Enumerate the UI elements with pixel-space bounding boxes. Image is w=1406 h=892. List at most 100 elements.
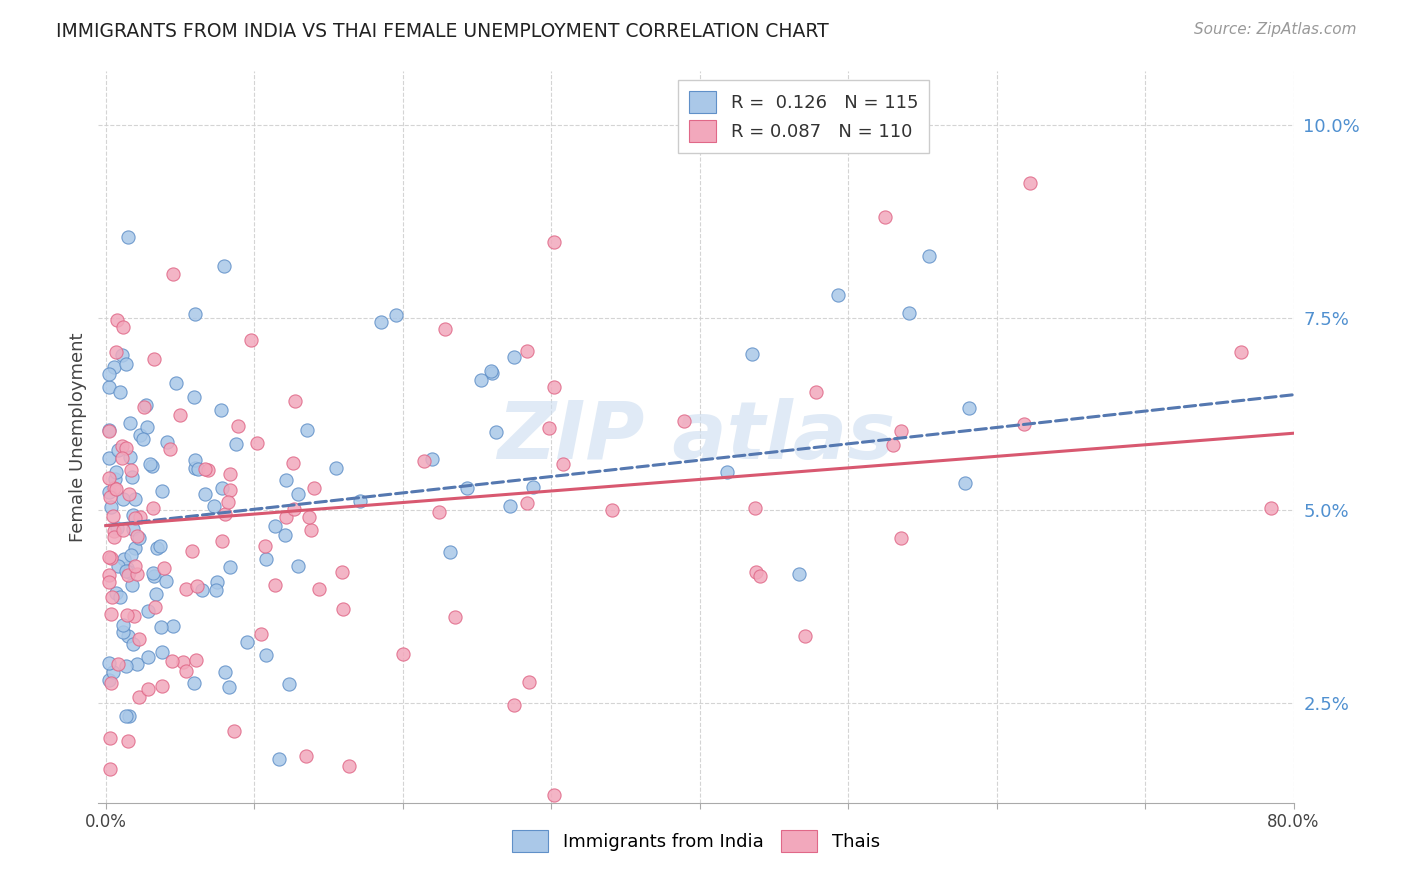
Point	[105, 313, 128, 327]
Point	[191, 583, 214, 598]
Point	[97, 568, 120, 582]
Point	[128, 690, 150, 704]
Point	[890, 531, 912, 545]
Point	[183, 675, 205, 690]
Point	[186, 653, 208, 667]
Point	[391, 647, 413, 661]
Point	[132, 432, 155, 446]
Point	[898, 306, 921, 320]
Point	[433, 321, 456, 335]
Point	[479, 364, 502, 378]
Point	[162, 654, 184, 668]
Point	[214, 507, 236, 521]
Point	[135, 420, 157, 434]
Point	[129, 427, 152, 442]
Point	[122, 608, 145, 623]
Point	[502, 698, 524, 712]
Point	[105, 345, 128, 359]
Y-axis label: Female Unemployment: Female Unemployment	[69, 333, 87, 541]
Point	[174, 664, 197, 678]
Point	[141, 458, 163, 473]
Point	[132, 400, 155, 414]
Point	[98, 731, 121, 746]
Point	[274, 510, 297, 524]
Point	[211, 534, 233, 549]
Point	[882, 438, 904, 452]
Point	[287, 559, 309, 574]
Point	[117, 560, 139, 574]
Point	[107, 442, 129, 457]
Point	[516, 343, 538, 358]
Point	[202, 499, 225, 513]
Point	[146, 541, 169, 556]
Point	[875, 211, 897, 225]
Point	[117, 628, 139, 642]
Point	[97, 471, 120, 485]
Point	[953, 475, 976, 490]
Point	[142, 500, 165, 515]
Point	[214, 259, 236, 273]
Point	[214, 665, 236, 680]
Point	[111, 450, 134, 465]
Point	[283, 501, 305, 516]
Point	[184, 307, 207, 321]
Point	[101, 509, 124, 524]
Point	[218, 680, 240, 694]
Point	[470, 373, 492, 387]
Point	[427, 505, 450, 519]
Point	[101, 590, 124, 604]
Point	[118, 487, 141, 501]
Point	[253, 539, 276, 553]
Point	[299, 523, 322, 537]
Point	[111, 618, 134, 632]
Point	[155, 574, 177, 588]
Point	[111, 348, 134, 362]
Point	[97, 673, 120, 688]
Point	[794, 629, 817, 643]
Point	[224, 723, 246, 738]
Point	[184, 460, 207, 475]
Point	[100, 490, 122, 504]
Point	[108, 385, 131, 400]
Point	[136, 604, 159, 618]
Point	[1260, 501, 1282, 516]
Point	[174, 582, 197, 596]
Point	[136, 681, 159, 696]
Point	[162, 619, 184, 633]
Point	[263, 519, 285, 533]
Point	[330, 566, 353, 580]
Point	[103, 359, 125, 374]
Point	[100, 550, 122, 565]
Point	[673, 413, 696, 427]
Point	[481, 367, 503, 381]
Point	[204, 583, 226, 598]
Point	[422, 451, 444, 466]
Point	[274, 473, 297, 487]
Point	[218, 483, 240, 497]
Point	[150, 645, 173, 659]
Point	[127, 566, 149, 581]
Point	[194, 462, 217, 476]
Point	[349, 493, 371, 508]
Point	[150, 679, 173, 693]
Point	[281, 456, 304, 470]
Point	[104, 472, 127, 486]
Point	[114, 357, 136, 371]
Point	[917, 249, 939, 263]
Point	[517, 674, 540, 689]
Point	[114, 659, 136, 673]
Point	[114, 441, 136, 455]
Point	[716, 465, 738, 479]
Point	[217, 495, 239, 509]
Point	[439, 545, 461, 559]
Point	[287, 487, 309, 501]
Point	[209, 402, 232, 417]
Point	[745, 565, 768, 579]
Point	[122, 637, 145, 651]
Point	[103, 530, 125, 544]
Point	[127, 529, 149, 543]
Point	[128, 531, 150, 545]
Point	[111, 320, 134, 334]
Point	[308, 582, 330, 597]
Point	[97, 657, 120, 671]
